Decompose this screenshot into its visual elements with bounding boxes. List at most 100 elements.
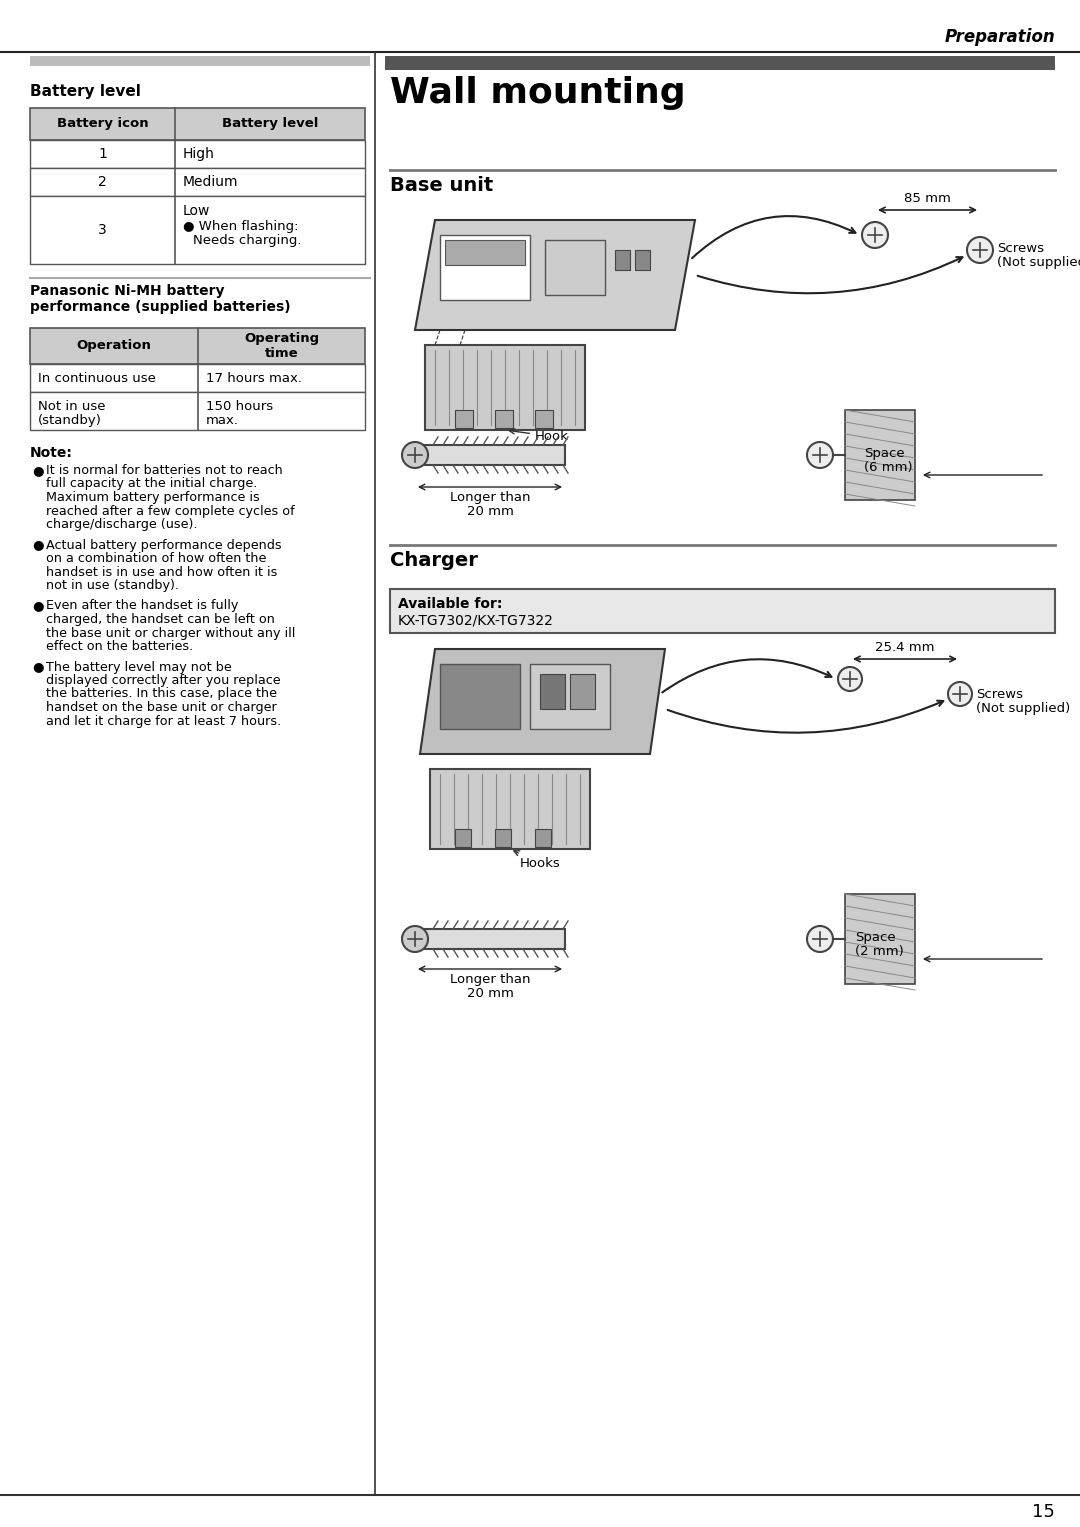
Text: Battery level: Battery level — [30, 84, 140, 99]
Bar — [390, 589, 1055, 634]
Bar — [430, 770, 590, 849]
Bar — [635, 250, 650, 270]
Bar — [30, 108, 365, 140]
Bar — [455, 829, 471, 847]
Text: full capacity at the initial charge.: full capacity at the initial charge. — [46, 478, 257, 490]
Text: Maximum battery performance is: Maximum battery performance is — [46, 492, 260, 504]
Text: Operation: Operation — [77, 339, 151, 353]
Text: Screws: Screws — [997, 241, 1044, 255]
Text: 17 hours max.: 17 hours max. — [206, 371, 302, 385]
Text: Battery level: Battery level — [221, 118, 319, 130]
Text: 20 mm: 20 mm — [467, 986, 513, 1000]
Text: displayed correctly after you replace: displayed correctly after you replace — [46, 673, 281, 687]
Bar — [445, 240, 525, 266]
Text: (standby): (standby) — [38, 414, 102, 428]
Text: ●: ● — [32, 661, 43, 673]
Text: ●: ● — [32, 464, 43, 476]
Text: and let it charge for at least 7 hours.: and let it charge for at least 7 hours. — [46, 715, 281, 727]
Text: charge/discharge (use).: charge/discharge (use). — [46, 518, 198, 531]
Text: Medium: Medium — [183, 176, 239, 189]
Text: max.: max. — [206, 414, 239, 428]
Bar — [845, 893, 915, 983]
Text: 25.4 mm: 25.4 mm — [875, 641, 935, 654]
Circle shape — [838, 667, 862, 692]
Bar — [495, 411, 513, 428]
Text: 20 mm: 20 mm — [467, 505, 513, 518]
Polygon shape — [415, 444, 565, 466]
Bar — [30, 195, 365, 264]
Text: Charger: Charger — [390, 551, 477, 570]
Text: Not in use: Not in use — [38, 400, 106, 412]
Text: on a combination of how often the: on a combination of how often the — [46, 551, 267, 565]
Text: Note:: Note: — [30, 446, 72, 460]
Text: effect on the batteries.: effect on the batteries. — [46, 640, 193, 654]
Text: Space: Space — [864, 447, 905, 460]
Text: Needs charging.: Needs charging. — [193, 234, 301, 247]
Text: Panasonic Ni-MH battery: Panasonic Ni-MH battery — [30, 284, 225, 298]
Bar — [30, 168, 365, 195]
Text: handset is in use and how often it is: handset is in use and how often it is — [46, 565, 278, 579]
Bar — [30, 392, 365, 431]
Text: (Not supplied): (Not supplied) — [997, 257, 1080, 269]
Bar — [495, 829, 511, 847]
Bar — [615, 250, 630, 270]
Text: Longer than: Longer than — [449, 973, 530, 986]
Bar — [845, 411, 915, 499]
Bar — [30, 363, 365, 392]
Bar — [530, 664, 610, 728]
Text: the batteries. In this case, place the: the batteries. In this case, place the — [46, 687, 276, 701]
Bar — [30, 140, 365, 168]
Text: Operating
time: Operating time — [244, 331, 319, 360]
Text: It is normal for batteries not to reach: It is normal for batteries not to reach — [46, 464, 283, 476]
Text: Low: Low — [183, 205, 211, 218]
Bar — [535, 411, 553, 428]
Circle shape — [402, 441, 428, 467]
Text: 85 mm: 85 mm — [904, 192, 950, 205]
Text: The battery level may not be: The battery level may not be — [46, 661, 232, 673]
Text: In continuous use: In continuous use — [38, 371, 156, 385]
Bar — [426, 345, 585, 431]
Text: 2: 2 — [98, 176, 107, 189]
Text: (Not supplied): (Not supplied) — [976, 702, 1070, 715]
Text: charged, the handset can be left on: charged, the handset can be left on — [46, 612, 275, 626]
Text: (2 mm): (2 mm) — [855, 945, 904, 957]
Circle shape — [807, 925, 833, 951]
Bar — [455, 411, 473, 428]
Circle shape — [807, 441, 833, 467]
Text: 1: 1 — [98, 147, 107, 160]
Bar — [384, 56, 1055, 70]
Text: Actual battery performance depends: Actual battery performance depends — [46, 539, 282, 551]
Text: Longer than: Longer than — [449, 492, 530, 504]
Text: the base unit or charger without any ill: the base unit or charger without any ill — [46, 626, 295, 640]
Text: ●: ● — [32, 539, 43, 551]
Bar — [30, 56, 370, 66]
Text: Hook: Hook — [510, 429, 569, 443]
Text: handset on the base unit or charger: handset on the base unit or charger — [46, 701, 276, 715]
Text: Screws: Screws — [976, 689, 1023, 701]
Polygon shape — [420, 649, 665, 754]
Text: Even after the handset is fully: Even after the handset is fully — [46, 600, 239, 612]
Polygon shape — [415, 220, 696, 330]
Text: 3: 3 — [98, 223, 107, 237]
Bar — [535, 829, 551, 847]
Bar — [540, 673, 565, 709]
Circle shape — [402, 925, 428, 951]
Text: Base unit: Base unit — [390, 176, 494, 195]
Bar — [440, 664, 519, 728]
Text: KX-TG7302/KX-TG7322: KX-TG7302/KX-TG7322 — [399, 612, 554, 628]
Polygon shape — [415, 928, 565, 948]
Text: 15: 15 — [1032, 1503, 1055, 1521]
Text: 150 hours: 150 hours — [206, 400, 273, 412]
Circle shape — [967, 237, 993, 263]
Text: (6 mm): (6 mm) — [864, 461, 913, 473]
Text: Battery icon: Battery icon — [56, 118, 148, 130]
Text: Wall mounting: Wall mounting — [390, 76, 686, 110]
Text: not in use (standby).: not in use (standby). — [46, 579, 179, 592]
Bar — [440, 235, 530, 299]
Text: Hooks: Hooks — [514, 851, 561, 870]
Text: performance (supplied batteries): performance (supplied batteries) — [30, 299, 291, 315]
Text: ●: ● — [32, 600, 43, 612]
Bar — [30, 328, 365, 363]
Text: ● When flashing:: ● When flashing: — [183, 220, 298, 234]
Circle shape — [948, 683, 972, 705]
